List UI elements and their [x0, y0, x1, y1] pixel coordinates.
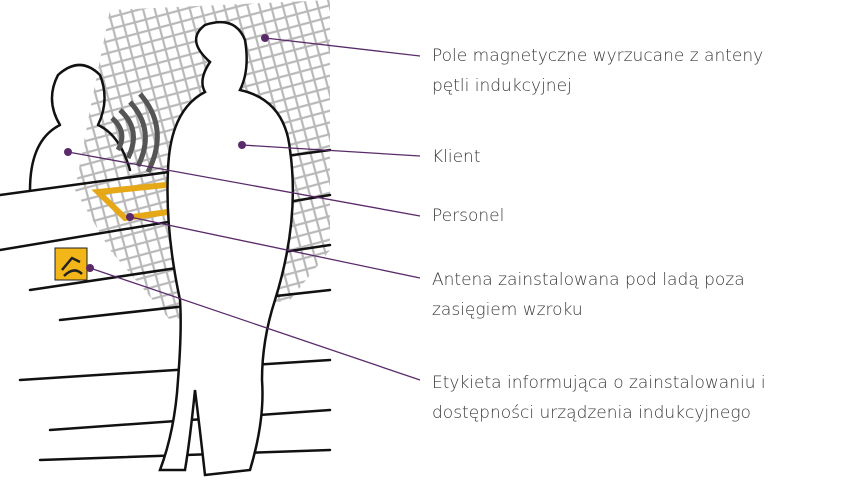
callout-dot — [238, 141, 246, 149]
callout-dot — [64, 148, 72, 156]
callout-label: Pole magnetyczne wyrzucane z anteny — [432, 46, 763, 66]
callout-dot — [261, 34, 269, 42]
callout-label: Klient — [432, 147, 481, 167]
callout-dot — [126, 213, 134, 221]
page: Pole magnetyczne wyrzucane z anteny pętli… — [0, 0, 857, 484]
callout-dot — [86, 264, 94, 272]
diagram: Pole magnetyczne wyrzucane z anteny pętli… — [0, 0, 857, 484]
callout-label: Personel — [432, 206, 504, 226]
callout-label: Antena zainstalowana pod ladą poza — [432, 270, 745, 290]
callout-label: pętli indukcyjnej — [432, 76, 572, 96]
illustration — [0, 0, 330, 475]
callout-label: zasięgiem wzroku — [432, 300, 583, 320]
callout-label: Etykieta informująca o zainstalowaniu i — [432, 373, 766, 393]
labels: Pole magnetyczne wyrzucane z anteny pętli… — [432, 46, 766, 423]
callout-label: dostępności urządzenia indukcyjnego — [432, 403, 751, 423]
